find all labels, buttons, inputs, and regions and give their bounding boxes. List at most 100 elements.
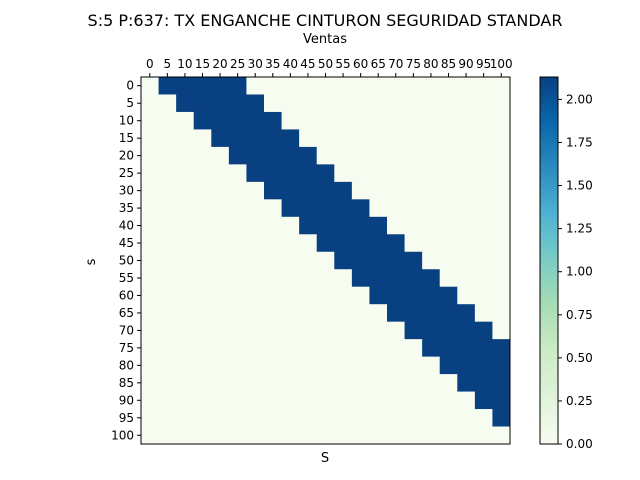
x-tick-label: 10 [177,57,192,71]
heatmap-cell [351,374,370,392]
heatmap-cell [387,199,405,218]
heatmap-cell [474,181,493,200]
heatmap-cell [404,339,423,358]
heatmap-cell [228,146,247,165]
heatmap-cell [404,391,423,410]
heatmap-cell [281,181,300,200]
heatmap-cell [193,146,212,165]
heatmap-cell [334,216,353,235]
heatmap-cell [316,251,335,270]
heatmap-cell [316,77,335,95]
heatmap-cell [299,391,318,410]
x-tick-label: 80 [423,57,438,71]
heatmap-cell [299,374,318,392]
heatmap-cell [228,199,247,218]
heatmap-cell [299,304,318,323]
heatmap-cell [474,199,493,218]
heatmap-cell [211,199,230,218]
heatmap-cell [158,269,177,288]
heatmap-cell [246,164,265,183]
heatmap-cell [176,181,195,200]
heatmap-cell [351,251,370,270]
heatmap-cell [404,356,423,375]
heatmap-cell [316,286,335,305]
heatmap-cell [422,146,441,165]
heatmap-cell [141,269,159,288]
heatmap-cell [211,391,230,410]
heatmap-cell [474,339,493,358]
x-tick-label: 15 [195,57,210,71]
heatmap-cell [176,77,195,95]
heatmap-cell [281,374,300,392]
heatmap-cell [334,339,353,358]
heatmap-cell [193,94,212,113]
heatmap-cell [211,164,230,183]
heatmap-cell [369,286,388,305]
heatmap-cell [422,77,441,95]
heatmap-cell [246,374,265,392]
heatmap-cell [334,391,353,410]
heatmap-cell [211,234,230,253]
heatmap-cell [141,216,159,235]
heatmap-cell [211,129,230,148]
colorbar-tick-label: 0.00 [566,437,593,451]
heatmap-cell [369,269,388,288]
heatmap-cell [404,321,423,340]
heatmap-cell [193,77,212,95]
y-tick-label: 70 [119,323,134,337]
heatmap-cell [404,199,423,218]
heatmap-cell [281,146,300,165]
heatmap-cell [316,409,335,427]
heatmap-cell [369,304,388,323]
heatmap-cell [176,304,195,323]
heatmap-cell [299,216,318,235]
y-tick-label: 60 [119,288,134,302]
heatmap-cell [299,269,318,288]
heatmap-cell [369,234,388,253]
heatmap-cell [387,374,405,392]
heatmap-cell [316,356,335,375]
heatmap-cell [228,409,247,427]
heatmap-cell [281,409,300,427]
heatmap-cell [334,286,353,305]
heatmap-cell [316,234,335,253]
heatmap-cell [474,216,493,235]
y-tick-label: 5 [126,96,134,110]
heatmap-cell [158,339,177,358]
heatmap-cell [299,181,318,200]
heatmap-cell [492,374,511,392]
y-ticks: 0 5 10 15 20 25 30 35 40 45 50 55 60 65 70 75 80 85 90 95 10… [111,79,141,442]
heatmap-cell [351,216,370,235]
heatmap-cell [158,409,177,427]
heatmap-cell [404,286,423,305]
heatmap-cell [141,356,159,375]
heatmap-cell [334,164,353,183]
heatmap-cell [193,426,212,445]
heatmap-cell [141,251,159,270]
heatmap-cell [334,111,353,130]
heatmap-cell [264,304,282,323]
heatmap-cell [211,251,230,270]
heatmap-cell [404,251,423,270]
heatmap-cell [246,146,265,165]
x-tick-label: 55 [335,57,350,71]
heatmap-cell [228,321,247,340]
heatmap-cell [246,94,265,113]
heatmap-cell [246,409,265,427]
heatmap-cell [457,216,476,235]
heatmap-cell [264,286,282,305]
heatmap-cell [246,234,265,253]
heatmap-cell [176,164,195,183]
heatmap-cell [299,164,318,183]
heatmap-cell [299,286,318,305]
x-tick-label: 20 [212,57,227,71]
y-tick-label: 0 [126,79,134,93]
heatmap-cell [141,111,159,130]
heatmap-cell [158,164,177,183]
heatmap-cell [404,426,423,445]
heatmap-cell [422,269,441,288]
heatmap-cell [351,356,370,375]
heatmap-cell [369,426,388,445]
heatmap-cell [422,181,441,200]
heatmap-cell [387,164,405,183]
